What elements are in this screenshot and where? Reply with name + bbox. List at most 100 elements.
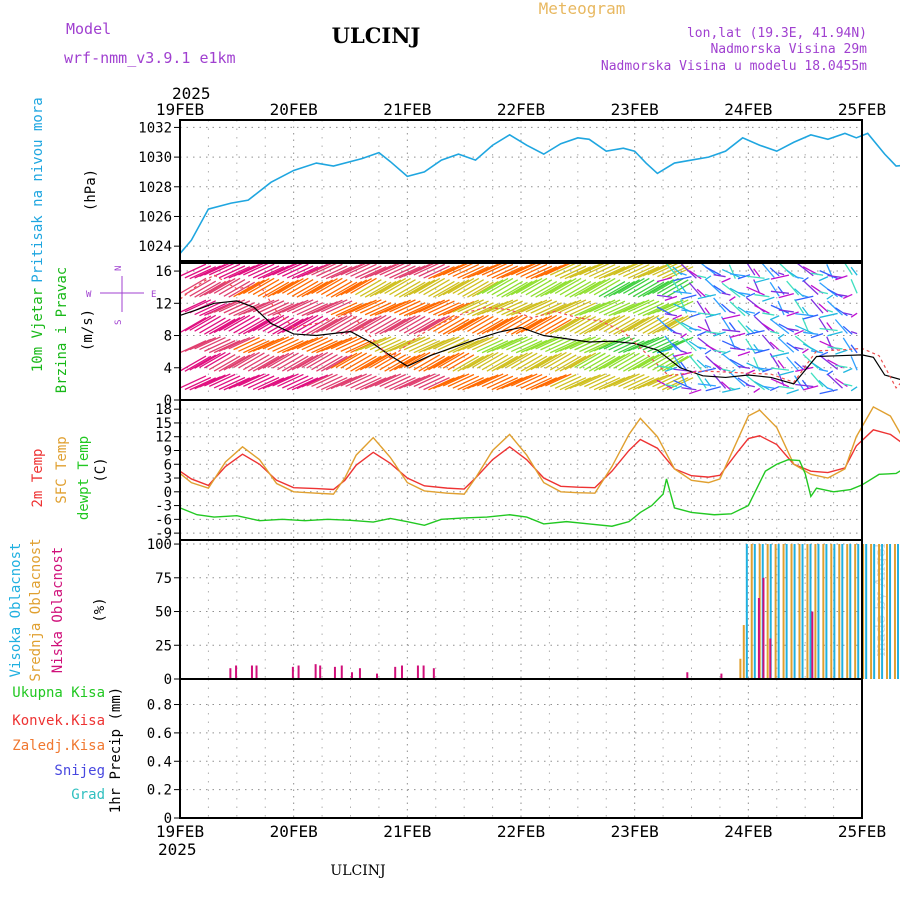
wind-barb	[233, 263, 260, 277]
wind-barb	[325, 314, 353, 331]
wind-barb	[819, 312, 838, 319]
wind-barb	[520, 263, 548, 278]
wind-barb	[330, 352, 358, 369]
wind-barb	[311, 373, 338, 388]
wind-barb	[681, 309, 697, 313]
wind-barb	[286, 299, 314, 313]
wind-barb	[745, 384, 755, 388]
wind-barb	[180, 375, 207, 389]
wind-barb	[564, 300, 592, 314]
day-label-top: 22FEB	[497, 100, 545, 119]
wind-barb	[579, 352, 606, 369]
wind-barb	[403, 337, 431, 351]
wind-barb	[729, 273, 746, 277]
wind-barb	[311, 340, 338, 354]
wind-barb	[428, 336, 455, 351]
wind-barb	[746, 329, 765, 336]
wind-barb	[311, 277, 338, 295]
wind-barb	[564, 280, 592, 298]
wind-barb	[666, 336, 694, 350]
wind-barb	[277, 354, 304, 371]
wind-barb	[311, 354, 338, 371]
wind-barb	[476, 318, 504, 335]
wind-barb	[457, 355, 484, 372]
temp-ylabel: (C)	[93, 457, 109, 482]
wind-barb	[642, 317, 670, 334]
ytick-label: 1030	[138, 150, 172, 166]
wind-barb	[795, 366, 814, 373]
wind-barb	[286, 355, 314, 372]
cloud-grid: 0 25 50 75 100	[147, 537, 863, 688]
wind-barb	[850, 279, 858, 294]
wind-barb	[835, 377, 848, 388]
wind-barb	[316, 316, 343, 334]
wind-barb	[664, 335, 678, 351]
wind-barb	[423, 265, 450, 279]
wind-barb	[769, 341, 780, 351]
wind-barb	[525, 355, 553, 372]
compass-s: S	[114, 320, 124, 325]
wind-barb	[247, 277, 275, 294]
wind-barb	[257, 266, 285, 280]
wind-barb	[737, 291, 751, 296]
wind-barb	[746, 348, 765, 352]
wind-barb	[574, 280, 601, 297]
wind-barb	[462, 266, 489, 280]
wind-barb	[213, 355, 241, 372]
wind-barb	[802, 280, 819, 295]
wind-barb	[598, 336, 626, 350]
wind-barb	[194, 315, 221, 332]
precip-ylabel: 1hr Precip (mm)	[108, 687, 124, 813]
compass-e: E	[151, 290, 156, 300]
wind-barb	[520, 375, 548, 389]
precip-grid: 0 0.2 0.4 0.6 0.8	[147, 679, 863, 827]
wind-barb	[272, 279, 299, 296]
wind-barb	[681, 387, 697, 391]
wind-barb	[184, 376, 212, 391]
wind-barb	[801, 306, 809, 316]
ytick-label: 0.2	[147, 783, 172, 799]
day-label-bottom: 19FEB	[156, 822, 204, 841]
wind-barb	[442, 263, 470, 276]
wind-barb	[593, 315, 621, 332]
wind-barb	[418, 375, 445, 389]
ytick-label: 9	[164, 443, 172, 459]
wind-barb	[457, 377, 484, 391]
wind-barb	[618, 263, 645, 276]
ytick-label: 15	[155, 416, 172, 432]
wind-barb	[673, 290, 692, 295]
wind-barb	[753, 268, 761, 278]
wind-title: 10m Vjetar	[30, 288, 46, 372]
wind-barb	[705, 278, 722, 294]
wind-barb	[584, 340, 611, 354]
wind-barb	[496, 300, 523, 314]
wind-barb	[238, 338, 265, 352]
wind-barb	[238, 318, 265, 335]
ytick-label: 8	[164, 329, 172, 345]
wind-barb	[340, 373, 368, 387]
wind-barb	[291, 266, 319, 280]
wind-barb	[672, 266, 683, 276]
wind-barb	[574, 263, 601, 277]
wind-barb	[423, 377, 450, 391]
wind-barb	[697, 383, 716, 387]
wind-barb	[598, 314, 626, 331]
day-label-bottom: 21FEB	[383, 822, 431, 841]
wind-barb	[688, 270, 702, 280]
wind-barb	[722, 329, 741, 333]
wind-barb	[549, 374, 577, 388]
wind-barb	[827, 331, 843, 337]
wind-barb	[721, 368, 731, 372]
wind-barb	[506, 351, 533, 368]
wind-barb	[627, 315, 655, 332]
wind-barb	[433, 336, 460, 350]
wind-barb	[850, 344, 858, 354]
ytick-label: 1032	[138, 120, 172, 136]
wind-barb	[850, 330, 858, 335]
wind-barb	[335, 281, 363, 298]
wind-barb	[753, 387, 761, 394]
wind-barb	[778, 292, 794, 299]
wind-barb	[554, 375, 582, 389]
pressure-line	[179, 132, 900, 255]
bottom-date-axis: 19FEB 20FEB 21FEB 22FEB 23FEB 24FEB 25FEB	[156, 822, 886, 841]
